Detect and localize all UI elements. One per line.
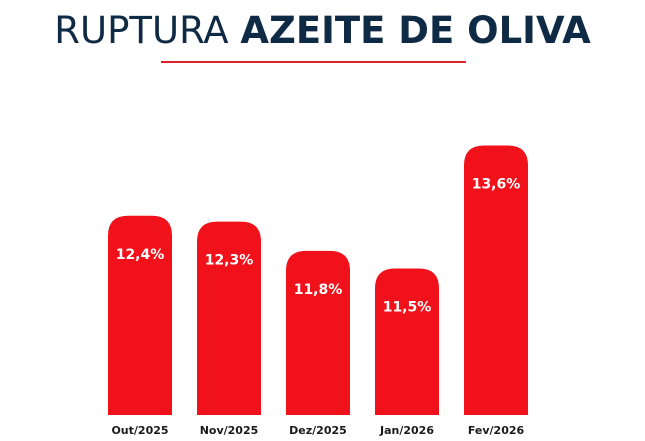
x-tick-label: Fev/2026 — [468, 424, 525, 437]
x-tick-label: Nov/2025 — [200, 424, 259, 437]
title-divider — [161, 61, 466, 63]
data-label: 11,8% — [294, 282, 343, 298]
x-tick-label: Dez/2025 — [289, 424, 347, 437]
bar-jan-2026 — [375, 268, 439, 415]
bar-dez-2025 — [286, 250, 350, 415]
data-label: 11,5% — [383, 300, 432, 316]
chart-title-light: RUPTURA — [54, 9, 229, 52]
x-tick-label: Out/2025 — [111, 424, 168, 437]
bar-nov-2025 — [197, 221, 261, 415]
bar-fev-2026 — [464, 145, 528, 415]
data-label: 12,3% — [205, 253, 254, 269]
chart-title: RUPTURA AZEITE DE OLIVA — [0, 2, 645, 60]
x-tick-label: Jan/2026 — [379, 424, 434, 437]
data-label: 13,6% — [472, 176, 521, 192]
bar-out-2025 — [108, 215, 172, 415]
chart-title-bold: AZEITE DE OLIVA — [240, 9, 591, 52]
data-label: 12,4% — [116, 247, 165, 263]
